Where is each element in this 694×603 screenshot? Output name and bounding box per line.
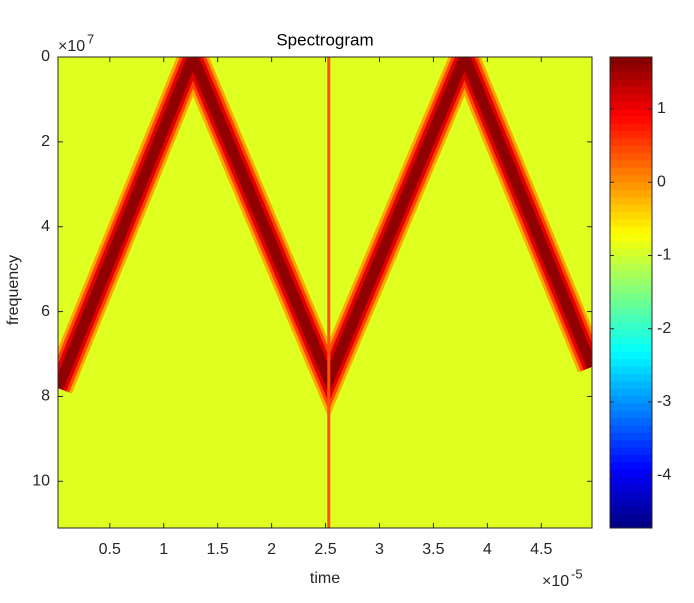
- colorbar-swatch: [610, 498, 652, 507]
- x-tick-label: 3: [375, 541, 384, 558]
- colorbar-swatch: [610, 123, 652, 132]
- colorbar-tick-label: 0: [657, 173, 666, 190]
- colorbar-swatch: [610, 182, 652, 190]
- colorbar-swatch: [610, 145, 652, 154]
- y-tick-label: 8: [41, 388, 50, 405]
- colorbar-swatch: [610, 255, 652, 264]
- y-tick-label: 6: [41, 303, 50, 320]
- colorbar-swatch: [610, 447, 652, 455]
- axes-frame: [57, 56, 593, 529]
- colorbar-swatch: [610, 211, 652, 220]
- colorbar-swatch: [610, 86, 652, 95]
- colorbar-swatch: [610, 483, 652, 492]
- colorbar-swatch: [610, 402, 652, 411]
- colorbar-swatch: [610, 64, 652, 73]
- colorbar-swatch: [610, 108, 652, 117]
- colorbar-swatch: [610, 336, 652, 345]
- colorbar-frame: [609, 56, 653, 529]
- colorbar-swatch: [610, 358, 652, 367]
- colorbar-swatch: [610, 424, 652, 433]
- chart-title: Spectrogram: [276, 30, 373, 49]
- colorbar-swatch: [610, 263, 652, 271]
- background: [58, 57, 592, 528]
- colorbar-swatch: [610, 307, 652, 316]
- colorbar-swatch: [610, 196, 652, 205]
- colorbar-swatch: [610, 314, 652, 323]
- colorbar-swatch: [610, 79, 652, 87]
- colorbar-swatch: [610, 432, 652, 441]
- colorbar-tick-label: -4: [657, 466, 671, 483]
- colorbar-swatch: [610, 115, 652, 124]
- colorbar-swatch: [610, 57, 652, 65]
- x-axis-label: time: [310, 570, 340, 587]
- colorbar-swatch: [610, 491, 652, 500]
- colorbar-swatch: [610, 101, 652, 110]
- colorbar-swatch: [610, 189, 652, 198]
- colorbar-swatch: [610, 240, 652, 249]
- y-tick-label: 4: [41, 218, 50, 235]
- colorbar-tick-label: -2: [657, 320, 671, 337]
- colorbar-swatch: [610, 505, 652, 514]
- colorbar-swatch: [610, 351, 652, 360]
- x-tick-label: 4.5: [530, 541, 552, 558]
- colorbar-swatch: [610, 395, 652, 404]
- colorbar-swatch: [610, 270, 652, 279]
- colorbar-swatch: [610, 167, 652, 176]
- colorbar-swatch: [610, 513, 652, 522]
- colorbar-swatch: [610, 373, 652, 382]
- colorbar-swatch: [610, 461, 652, 470]
- colorbar-swatch: [610, 520, 652, 529]
- colorbar-swatch: [610, 174, 652, 183]
- colorbar-swatch: [610, 380, 652, 389]
- x-tick-label: 2.5: [314, 541, 336, 558]
- colorbar-swatch: [610, 410, 652, 419]
- colorbar-swatch: [610, 233, 652, 242]
- x-tick-label: 0.5: [99, 541, 121, 558]
- colorbar-tick-label: 1: [657, 100, 666, 117]
- colorbar-swatch: [610, 160, 652, 168]
- x-multiplier-exponent: -5: [571, 566, 583, 581]
- colorbar-swatch: [610, 454, 652, 463]
- colorbar-swatch: [610, 226, 652, 235]
- colorbar-swatch: [610, 439, 652, 448]
- colorbar-tick-label: -3: [657, 393, 671, 410]
- x-tick-label: 2: [267, 541, 276, 558]
- y-multiplier-exponent: 7: [87, 31, 94, 46]
- colorbar-tick-label: -1: [657, 247, 671, 264]
- colorbar-swatch: [610, 321, 652, 330]
- x-tick-label: 4: [483, 541, 492, 558]
- colorbar-swatch: [610, 71, 652, 80]
- y-axis-label: frequency: [5, 255, 22, 325]
- y-tick-label: 2: [41, 133, 50, 150]
- y-multiplier: ×10: [58, 38, 85, 55]
- colorbar-swatch: [610, 248, 652, 257]
- colorbar-swatch: [610, 130, 652, 139]
- colorbar-swatch: [610, 476, 652, 485]
- y-tick-label: 0: [41, 48, 50, 65]
- colorbar-swatch: [610, 329, 652, 338]
- colorbar-swatch: [610, 285, 652, 293]
- plot-area: [58, 57, 592, 528]
- x-tick-label: 1: [159, 541, 168, 558]
- x-multiplier: ×10: [542, 573, 569, 590]
- colorbar-swatch: [610, 366, 652, 374]
- colorbar-swatch: [610, 388, 652, 397]
- colorbar-swatch: [610, 344, 652, 352]
- y-tick-label: 10: [32, 473, 50, 490]
- colorbar-swatch: [610, 292, 652, 301]
- colorbar-swatch: [610, 204, 652, 213]
- colorbar-swatch: [610, 277, 652, 286]
- colorbar-swatch: [610, 93, 652, 102]
- colorbar-swatch: [610, 152, 652, 161]
- x-tick-label: 3.5: [422, 541, 444, 558]
- colorbar-swatch: [610, 469, 652, 477]
- colorbar-swatch: [610, 137, 652, 146]
- colorbar-swatch: [610, 218, 652, 227]
- colorbar-swatch: [610, 299, 652, 308]
- x-tick-label: 1.5: [207, 541, 229, 558]
- colorbar-swatch: [610, 417, 652, 426]
